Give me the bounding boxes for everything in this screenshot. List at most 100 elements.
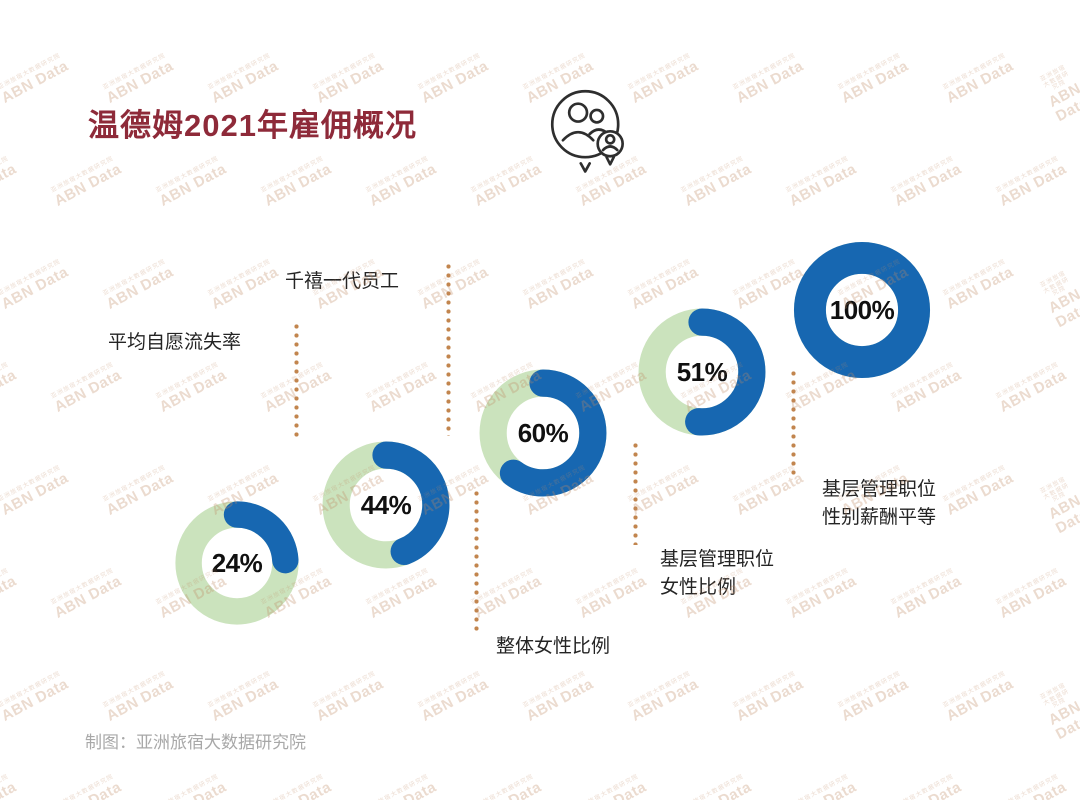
watermark-en-text: ABN Data [943, 675, 1017, 725]
watermark-cn-text: 亚洲旅宿大数据研究院 [207, 670, 272, 710]
watermark-cn-text: 亚洲旅宿大数据研究院 [785, 773, 850, 800]
watermark-en-text: ABN Data [313, 675, 387, 725]
watermark-cn-text: 亚洲旅宿大数据研究院 [785, 155, 850, 195]
donut-label-gender-pay-equality: 基层管理职位 性别薪酬平等 [822, 476, 936, 532]
donut-chart-millennial-employees: 44% [318, 437, 454, 573]
people-location-icon [538, 80, 636, 188]
watermark-cn-text: 亚洲旅宿大数据研究院 [260, 361, 325, 401]
watermark-en-text: ABN Data [943, 263, 1017, 313]
watermark-cn-text: 亚洲旅宿大数据研究院 [102, 258, 167, 298]
watermark-cn-text: 亚洲旅宿大数据研究院 [312, 52, 377, 92]
watermark-en-text: ABN Data [418, 675, 492, 725]
connector-line-female-managers-ratio [633, 441, 638, 545]
watermark-cn-text: 亚洲旅宿大数据研究院 [522, 258, 587, 298]
watermark-en-text: ABN Data [103, 675, 177, 725]
watermark-en-text: ABN Data [1045, 79, 1080, 126]
watermark-cn-text: 亚洲旅宿大数据研究院 [0, 464, 62, 504]
watermark-en-text: ABN Data [51, 160, 125, 210]
donut-value: 60% [517, 417, 569, 448]
donut-ring [479, 369, 607, 497]
watermark-en-text: ABN Data [786, 572, 860, 622]
watermark-en-text: ABN Data [576, 0, 649, 4]
donut-label-millennial-employees: 千禧一代员工 [285, 268, 399, 296]
watermark-cn-text: 亚洲旅宿大数据研究院 [470, 773, 535, 800]
watermark-cn-text: 亚洲旅宿大数据研究院 [0, 155, 10, 195]
watermark-cn-text: 亚洲旅宿大数据研究院 [470, 567, 535, 607]
watermark-cn-text: 亚洲旅宿大数据研究院 [1039, 270, 1071, 298]
watermark-en-text: ABN Data [576, 778, 649, 800]
watermark-cn-text: 亚洲旅宿大数据研究院 [0, 773, 10, 800]
watermark-en-text: ABN Data [208, 263, 282, 313]
connector-line-millennial-employees [446, 262, 451, 436]
watermark-cn-text: 亚洲旅宿大数据研究院 [627, 258, 692, 298]
watermark-cn-text: 亚洲旅宿大数据研究院 [995, 155, 1060, 195]
connector-line-overall-female-ratio [474, 489, 479, 635]
watermark-cn-text: 亚洲旅宿大数据研究院 [50, 773, 115, 800]
watermark-cn-text: 亚洲旅宿大数据研究院 [155, 155, 220, 195]
watermark-en-text: ABN Data [261, 778, 334, 800]
donut-chart-gender-pay-equality: 100% [791, 239, 933, 381]
watermark-en-text: ABN Data [51, 778, 124, 800]
watermark-en-text: ABN Data [996, 0, 1069, 4]
watermark-en-text: ABN Data [0, 675, 72, 725]
watermark-en-text: ABN Data [261, 0, 334, 4]
watermark-cn-text: 亚洲旅宿大数据研究院 [470, 155, 535, 195]
watermark-cn-text: 亚洲旅宿大数据研究院 [365, 155, 430, 195]
watermark-en-text: ABN Data [0, 366, 20, 415]
watermark-en-text: ABN Data [366, 0, 439, 4]
watermark-en-text: ABN Data [681, 0, 754, 4]
watermark-cn-text: 亚洲旅宿大数据研究院 [102, 52, 167, 92]
watermark-cn-text: 亚洲旅宿大数据研究院 [995, 773, 1060, 800]
donut-value: 100% [829, 294, 895, 325]
label-line: 整体女性比例 [496, 636, 611, 657]
watermark-en-text: ABN Data [0, 160, 20, 209]
donut-chart-avg-voluntary-turnover: 24% [171, 497, 303, 629]
label-line: 基层管理职位 [660, 549, 775, 570]
watermark-cn-text: 亚洲旅宿大数据研究院 [50, 155, 115, 195]
watermark-cn-text: 亚洲旅宿大数据研究院 [995, 361, 1060, 401]
donut-chart-female-managers-ratio: 51% [634, 304, 770, 440]
watermark-en-text: ABN Data [208, 675, 282, 725]
watermark-cn-text: 亚洲旅宿大数据研究院 [680, 155, 745, 195]
watermark-cn-text: 亚洲旅宿大数据研究院 [837, 670, 902, 710]
watermark-en-text: ABN Data [156, 778, 229, 800]
watermark-en-text: ABN Data [523, 263, 597, 313]
watermark-cn-text: 亚洲旅宿大数据研究院 [942, 52, 1007, 92]
watermark-cn-text: 亚洲旅宿大数据研究院 [732, 258, 797, 298]
watermark-cn-text: 亚洲旅宿大数据研究院 [627, 670, 692, 710]
watermark-en-text: ABN Data [418, 57, 492, 107]
watermark-cn-text: 亚洲旅宿大数据研究院 [942, 464, 1007, 504]
